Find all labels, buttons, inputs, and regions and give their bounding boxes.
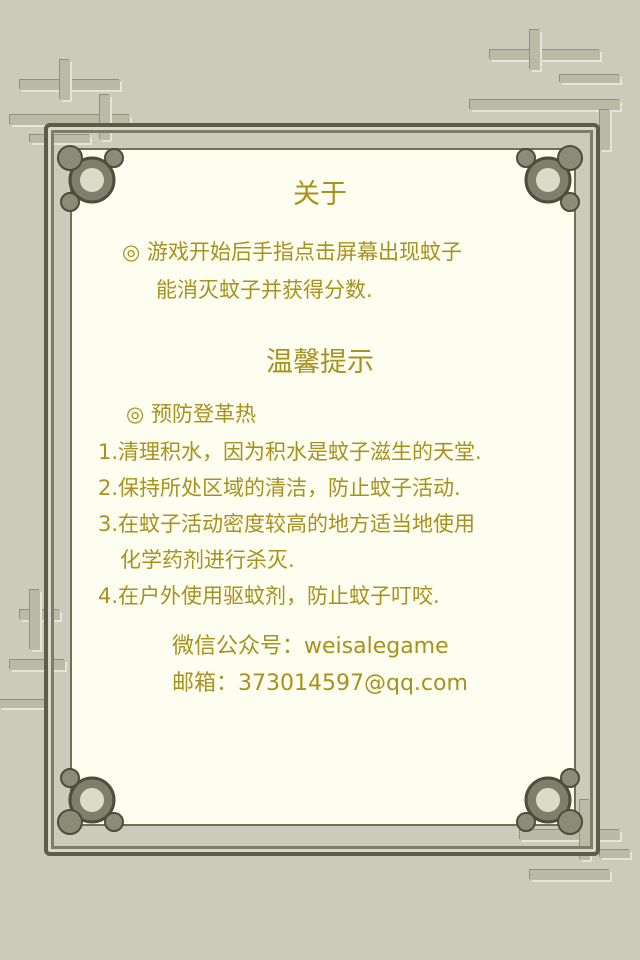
ornament-top-left-icon: [57, 145, 124, 212]
tip-item-3-continued: 化学药剂进行杀灭.: [120, 548, 295, 572]
outer-frame: [44, 123, 600, 856]
email-label: 邮箱：373014597@qq.com: [172, 671, 468, 696]
tip-item-4: 4.在户外使用驱蚊剂，防止蚊子叮咬.: [98, 584, 440, 608]
wechat-label: 微信公众号：weisalegame: [172, 634, 449, 659]
tips-title: 温馨提示: [266, 347, 374, 378]
content-panel: [70, 148, 576, 826]
about-line-2: 能消灭蚊子并获得分数.: [156, 278, 373, 302]
ornament-top-right-icon: [516, 145, 583, 212]
tip-item-1: 1.清理积水，因为积水是蚊子滋生的天堂.: [98, 440, 482, 464]
tips-subtitle: ◎ 预防登革热: [126, 402, 256, 426]
ornament-bottom-right-icon: [516, 768, 583, 835]
about-line-1: ◎ 游戏开始后手指点击屏幕出现蚊子: [122, 240, 462, 264]
tip-item-2: 2.保持所处区域的清洁，防止蚊子活动.: [98, 476, 461, 500]
tip-item-3: 3.在蚊子活动密度较高的地方适当地使用: [98, 512, 476, 536]
about-title: 关于: [293, 179, 347, 210]
ornament-bottom-left-icon: [57, 768, 124, 835]
